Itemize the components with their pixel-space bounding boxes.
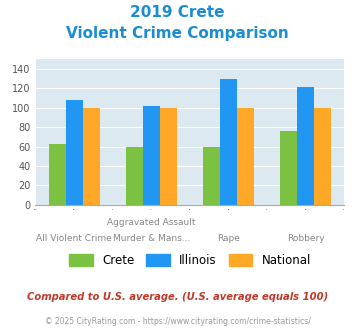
Text: All Violent Crime: All Violent Crime [36, 234, 112, 243]
Text: 2019 Crete: 2019 Crete [130, 5, 225, 20]
Bar [203, 148, 220, 205]
Bar [314, 108, 331, 205]
Bar [49, 144, 66, 205]
Bar [237, 108, 254, 205]
Bar [280, 131, 297, 205]
Text: Aggravated Assault: Aggravated Assault [107, 218, 196, 227]
Bar [83, 108, 100, 205]
Bar [143, 106, 160, 205]
Bar [297, 87, 314, 205]
Text: Compared to U.S. average. (U.S. average equals 100): Compared to U.S. average. (U.S. average … [27, 292, 328, 302]
Text: © 2025 CityRating.com - https://www.cityrating.com/crime-statistics/: © 2025 CityRating.com - https://www.city… [45, 317, 310, 326]
Bar [66, 100, 83, 205]
Legend: Crete, Illinois, National: Crete, Illinois, National [63, 248, 317, 273]
Text: Robbery: Robbery [287, 234, 324, 243]
Bar [126, 147, 143, 205]
Bar [160, 108, 177, 205]
Text: Violent Crime Comparison: Violent Crime Comparison [66, 26, 289, 41]
Text: Murder & Mans...: Murder & Mans... [113, 234, 190, 243]
Bar [220, 79, 237, 205]
Text: Rape: Rape [217, 234, 240, 243]
